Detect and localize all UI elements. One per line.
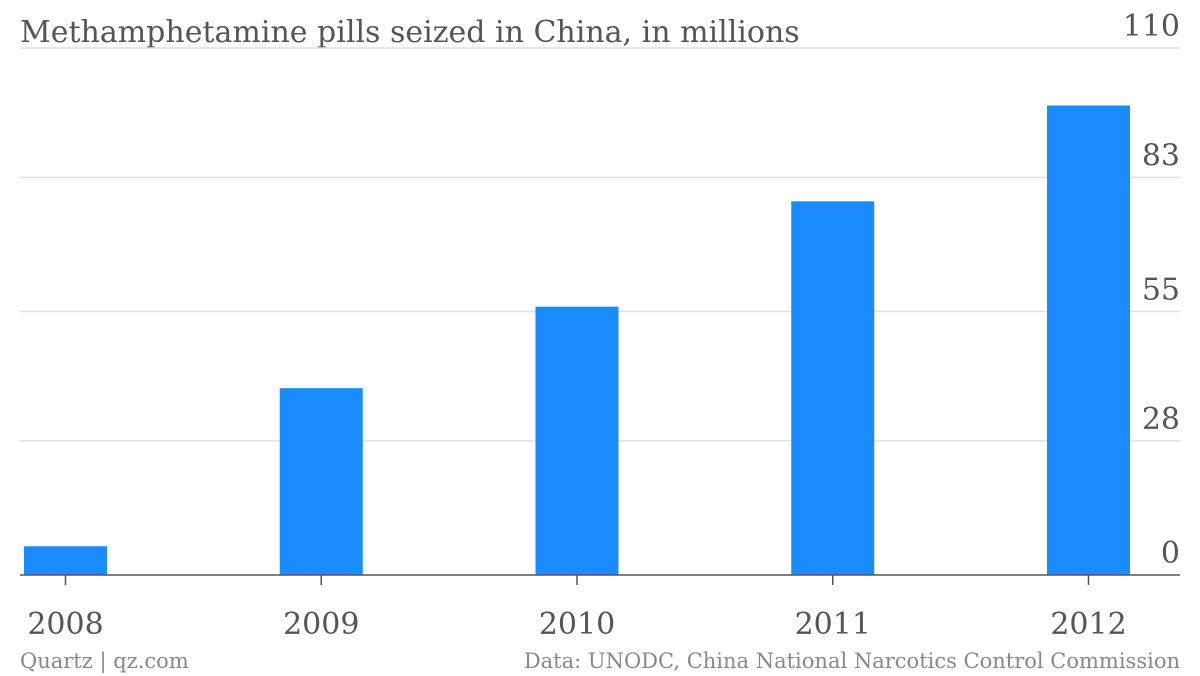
x-tick-label: 2009 — [283, 607, 359, 642]
x-tick-label: 2008 — [27, 607, 103, 642]
source-credit: Quartz | qz.com — [20, 649, 189, 674]
bar-2011 — [791, 201, 875, 576]
x-tick-label: 2011 — [795, 607, 871, 642]
y-tick-label: 28 — [1142, 402, 1180, 437]
x-tick-label: 2012 — [1050, 607, 1126, 642]
x-axis: 2008 2009 2010 2011 2012 — [27, 575, 1127, 642]
y-tick-label: 83 — [1142, 138, 1180, 173]
data-source: Data: UNODC, China National Narcotics Co… — [524, 649, 1180, 673]
y-tick-label: 110 — [1123, 9, 1180, 44]
y-tick-label: 0 — [1161, 536, 1180, 571]
x-tick-label: 2010 — [539, 607, 615, 642]
bar-2008 — [24, 546, 107, 575]
y-axis: 0 28 55 83 110 — [1123, 9, 1180, 571]
bars — [24, 105, 1130, 576]
chart-title: Methamphetamine pills seized in China, i… — [20, 15, 800, 50]
bar-2009 — [279, 388, 363, 575]
bar-2012 — [1047, 105, 1130, 575]
y-tick-label: 55 — [1142, 273, 1180, 308]
bar-2010 — [535, 306, 619, 575]
